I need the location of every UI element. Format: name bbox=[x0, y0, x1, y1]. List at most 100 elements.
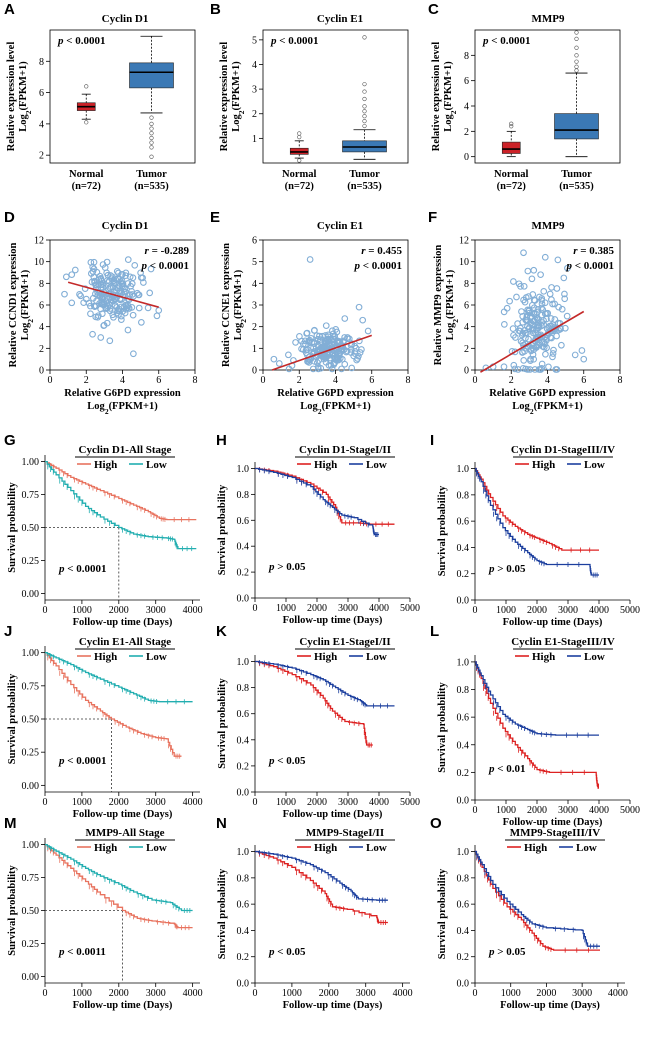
box-outlier bbox=[149, 121, 154, 126]
panel-label: D bbox=[4, 209, 15, 226]
y-tick-label: 0.8 bbox=[457, 873, 470, 884]
legend-label-low: Low bbox=[146, 842, 167, 854]
y-axis-label: Survival probability bbox=[437, 485, 448, 576]
y-tick-label: 4 bbox=[39, 322, 44, 333]
x-tick-label: 5000 bbox=[400, 603, 420, 614]
legend-label-high: High bbox=[94, 651, 117, 663]
y-axis-sublabel: Log2(FPKM+1) bbox=[18, 61, 33, 132]
scatter-point bbox=[348, 364, 356, 372]
panel-c: C MMP9 0 2 4 6 8 Relative expression level Log2(… bbox=[428, 1, 621, 192]
chart-title: Cyclin D1-StageIII/IV bbox=[511, 444, 615, 456]
p-value-label: p < 0.05 bbox=[268, 755, 306, 767]
scatter-point bbox=[530, 355, 538, 363]
scatter-point bbox=[549, 300, 556, 308]
x-tick-label: 1000 bbox=[496, 805, 516, 816]
scatter-point bbox=[522, 294, 530, 301]
panel-label: E bbox=[210, 209, 220, 226]
scatter-point bbox=[554, 256, 562, 264]
box-outlier bbox=[297, 158, 302, 163]
scatter-point bbox=[153, 312, 161, 320]
box-outlier bbox=[297, 135, 302, 140]
scatter-point bbox=[94, 312, 102, 320]
y-tick-label: 0.25 bbox=[22, 939, 40, 950]
scatter-point bbox=[538, 322, 545, 330]
scatter-point bbox=[550, 346, 557, 354]
scatter-point bbox=[520, 357, 528, 364]
p-value-label: p < 0.0001 bbox=[353, 260, 402, 272]
x-tick-label: 0 bbox=[43, 605, 48, 616]
panel-label: J bbox=[4, 623, 12, 640]
x-tick-label: 1000 bbox=[501, 988, 521, 999]
y-tick-label: 0.8 bbox=[457, 685, 470, 696]
panel-label: M bbox=[4, 815, 17, 832]
x-axis-label: Follow-up time (Days) bbox=[283, 1000, 383, 1011]
y-axis-sublabel: Log2(FPKM+1) bbox=[231, 61, 246, 132]
scatter-point bbox=[314, 363, 322, 371]
legend-label-high: High bbox=[314, 459, 337, 471]
scatter-point bbox=[114, 307, 122, 315]
scatter-point bbox=[89, 330, 96, 338]
scatter-point bbox=[338, 342, 346, 349]
scatter-point bbox=[538, 319, 546, 326]
y-tick-label: 0.0 bbox=[237, 979, 250, 990]
group-label: Tumor bbox=[561, 169, 592, 180]
p-value-label: p < 0.0001 bbox=[140, 260, 189, 272]
scatter-point bbox=[580, 355, 588, 363]
y-tick-label: 0.2 bbox=[237, 952, 250, 963]
scatter-point bbox=[130, 350, 137, 358]
scatter-point bbox=[62, 273, 70, 281]
scatter-point bbox=[99, 293, 107, 300]
km-curve-low bbox=[255, 467, 379, 536]
scatter-point bbox=[517, 337, 525, 345]
x-tick-label: 2 bbox=[297, 375, 302, 386]
x-tick-label: 1000 bbox=[276, 797, 296, 808]
y-tick-label: 0.2 bbox=[457, 569, 470, 580]
scatter-point bbox=[117, 316, 125, 323]
scatter-point bbox=[524, 323, 531, 330]
y-tick-label: 1 bbox=[252, 134, 257, 145]
scatter-point bbox=[344, 334, 351, 341]
x-tick-label: 0 bbox=[253, 988, 258, 999]
box-outlier bbox=[149, 115, 154, 120]
scatter-point bbox=[116, 288, 124, 296]
x-tick-label: 4000 bbox=[183, 988, 203, 999]
y-tick-label: 10 bbox=[34, 257, 44, 268]
y-tick-label: 1 bbox=[252, 344, 257, 355]
y-tick-label: 4 bbox=[252, 279, 257, 290]
scatter-point bbox=[500, 308, 508, 316]
scatter-point bbox=[285, 351, 292, 359]
scatter-point bbox=[543, 335, 550, 342]
scatter-point bbox=[534, 306, 542, 313]
y-tick-label: 0.4 bbox=[457, 543, 470, 554]
panel-o: O 0 1000 2000 3000 4000 0.0 0.2 0.4 0.6 0.8 1.0 Foll… bbox=[430, 815, 628, 1011]
scatter-point bbox=[356, 349, 364, 356]
y-tick-label: 12 bbox=[34, 236, 44, 247]
y-tick-label: 0.25 bbox=[22, 556, 40, 567]
km-curve-high bbox=[475, 661, 599, 787]
plot-frame bbox=[262, 29, 409, 164]
scatter-point bbox=[135, 304, 143, 312]
panel-label: A bbox=[4, 1, 15, 18]
scatter-point bbox=[510, 278, 517, 285]
y-tick-label: 1.00 bbox=[22, 457, 40, 468]
chart-title: Cyclin E1 bbox=[317, 220, 363, 232]
y-tick-label: 4 bbox=[464, 102, 469, 113]
panel-label: H bbox=[216, 432, 227, 449]
chart-title: Cyclin D1-StageI/II bbox=[299, 444, 391, 456]
scatter-point bbox=[302, 349, 310, 357]
y-axis-sublabel: Log2(FPKM+1) bbox=[445, 269, 460, 340]
legend-label-high: High bbox=[314, 842, 337, 854]
y-tick-label: 12 bbox=[459, 236, 469, 247]
y-axis-label: Survival probability bbox=[7, 673, 18, 764]
scatter-point bbox=[536, 366, 544, 373]
x-tick-label: 8 bbox=[406, 375, 411, 386]
y-tick-label: 6 bbox=[252, 236, 257, 247]
p-value-label: p > 0.05 bbox=[488, 946, 526, 958]
y-axis-label: Relative CCNE1 expression bbox=[221, 243, 232, 367]
box-outlier bbox=[574, 36, 579, 41]
scatter-point bbox=[541, 299, 549, 307]
y-axis-label: Survival probability bbox=[217, 868, 228, 959]
box-outlier bbox=[149, 135, 154, 141]
p-value-label: p < 0.0001 bbox=[58, 563, 107, 575]
